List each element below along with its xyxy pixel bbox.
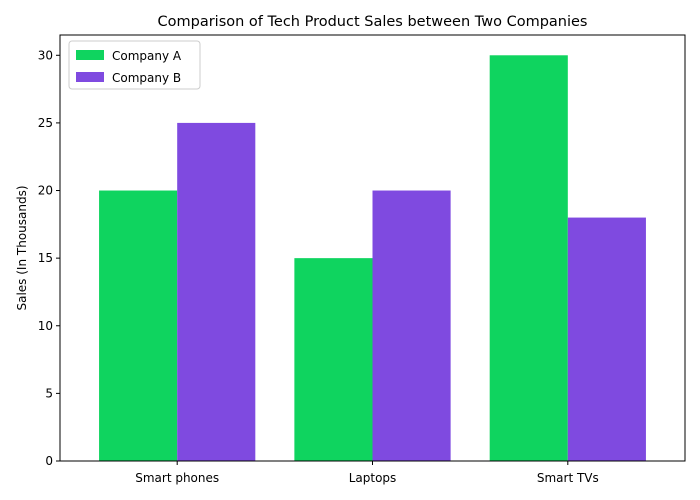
y-axis-label: Sales (In Thousands) bbox=[15, 185, 29, 310]
bar-company-b-smart-tvs bbox=[567, 217, 646, 461]
y-tick-label: 15 bbox=[38, 251, 53, 265]
chart-title: Comparison of Tech Product Sales between… bbox=[158, 14, 588, 30]
legend-label: Company A bbox=[112, 49, 182, 63]
y-tick-label: 0 bbox=[45, 454, 53, 468]
bar-company-b-laptops bbox=[372, 190, 451, 461]
x-tick-label: Smart phones bbox=[135, 471, 219, 485]
legend-swatch bbox=[76, 72, 104, 82]
bars-group bbox=[99, 55, 646, 462]
legend: Company A Company B bbox=[68, 40, 201, 90]
x-axis-ticks: Smart phones Laptops Smart TVs bbox=[135, 461, 599, 485]
y-tick-label: 25 bbox=[38, 116, 53, 130]
y-tick-label: 5 bbox=[45, 386, 53, 400]
legend-swatch bbox=[76, 50, 104, 60]
y-axis-ticks: 0 5 10 15 20 25 30 bbox=[38, 48, 60, 468]
bar-company-a-smart-tvs bbox=[489, 55, 568, 462]
x-tick-label: Laptops bbox=[349, 471, 397, 485]
bar-company-b-smart-phones bbox=[177, 122, 256, 462]
x-tick-label: Smart TVs bbox=[537, 471, 599, 485]
legend-label: Company B bbox=[112, 71, 181, 85]
bar-company-a-laptops bbox=[294, 258, 373, 461]
y-tick-label: 10 bbox=[38, 319, 53, 333]
bar-company-a-smart-phones bbox=[99, 190, 178, 461]
y-tick-label: 30 bbox=[38, 48, 53, 62]
plot-frame bbox=[59, 34, 686, 462]
y-tick-label: 20 bbox=[38, 184, 53, 198]
